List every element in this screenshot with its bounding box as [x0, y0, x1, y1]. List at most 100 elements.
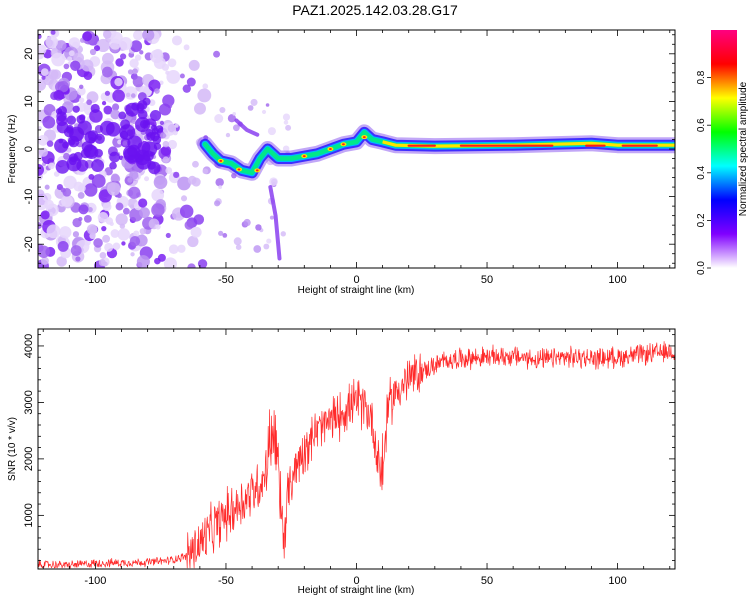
noise-blob: [60, 187, 66, 193]
noise-blob: [103, 105, 113, 115]
noise-blob: [235, 244, 242, 250]
snr-x-tick-label: 100: [608, 575, 626, 587]
noise-blob: [167, 58, 177, 68]
signal-hotspot-core: [362, 136, 366, 139]
noise-blob: [56, 121, 69, 134]
noise-blob: [265, 103, 270, 107]
noise-blob: [269, 215, 274, 220]
noise-blob: [45, 35, 58, 49]
signal-hotspot-core: [328, 148, 332, 150]
noise-blob: [233, 237, 242, 246]
noise-blob: [46, 140, 54, 147]
side-streak: [234, 118, 260, 137]
noise-blob: [213, 50, 221, 58]
noise-blob: [74, 123, 79, 128]
noise-blob: [77, 191, 85, 199]
noise-blob: [86, 99, 93, 106]
signal-hotspot-core: [219, 159, 223, 162]
noise-blob: [93, 238, 103, 248]
spectrogram-y-tick-label: 0: [23, 146, 35, 152]
snr-y-tick-label: 1000: [23, 503, 35, 527]
noise-blob: [38, 245, 50, 258]
noise-blob: [269, 177, 278, 187]
noise-blob: [55, 40, 67, 51]
noise-blob: [138, 198, 148, 208]
noise-blob: [38, 189, 45, 198]
noise-blob: [247, 105, 254, 111]
noise-blob: [225, 132, 231, 138]
noise-blob: [73, 52, 85, 64]
noise-blob: [118, 111, 127, 120]
noise-blob: [139, 119, 149, 129]
noise-blob: [83, 71, 93, 80]
noise-blob: [139, 207, 150, 219]
noise-blob: [57, 106, 67, 116]
noise-blob: [187, 235, 199, 248]
noise-blob: [136, 255, 150, 268]
noise-blob: [187, 263, 196, 268]
spectrogram-y-tick-label: -10: [23, 189, 35, 205]
noise-blob: [112, 89, 125, 103]
noise-blob: [163, 257, 178, 268]
noise-blob: [151, 188, 165, 202]
noise-blob: [174, 123, 179, 128]
noise-blob: [283, 120, 289, 125]
noise-blob: [78, 216, 83, 222]
noise-blob: [131, 119, 136, 125]
noise-blob: [197, 259, 208, 268]
noise-blob: [79, 84, 84, 90]
signal-hotspot-core: [255, 169, 259, 172]
spectrogram-x-tick-label: -50: [218, 274, 234, 286]
snr-series-line: [38, 341, 675, 569]
noise-blob: [101, 100, 107, 106]
noise-blob: [218, 185, 223, 189]
noise-blob: [102, 30, 112, 39]
noise-blob: [202, 83, 209, 90]
noise-blob: [115, 202, 124, 211]
noise-blob: [280, 231, 286, 237]
noise-blob: [40, 256, 49, 265]
noise-blob: [188, 59, 200, 71]
snr-panel: -100 -50 0 50 100 1000 2000 3000 4000 Height of …: [7, 328, 676, 596]
noise-blob: [232, 112, 237, 116]
noise-blob: [219, 106, 226, 114]
colorbar-tick-label: 0.2: [696, 213, 707, 227]
noise-blob: [42, 115, 56, 129]
noise-blob: [282, 145, 290, 152]
noise-blob: [109, 221, 114, 226]
noise-blob: [44, 199, 54, 210]
noise-blob: [76, 159, 89, 172]
colorbar-tick-label: 0.6: [696, 118, 707, 132]
noise-blob: [76, 86, 86, 96]
noise-blob: [142, 30, 155, 42]
snr-y-tick-label: 2000: [23, 447, 35, 471]
noise-blob: [107, 182, 121, 196]
colorbar-tick-label: 0.0: [696, 261, 707, 275]
colorbar-tick-label: 0.4: [696, 165, 707, 179]
noise-blob: [202, 168, 209, 175]
noise-blob: [167, 139, 177, 150]
noise-blob: [214, 200, 221, 207]
noise-blob: [99, 120, 115, 136]
noise-blob: [120, 53, 127, 60]
noise-blob: [70, 60, 81, 71]
noise-blob: [171, 35, 183, 46]
noise-blob: [129, 236, 141, 247]
noise-blob: [104, 242, 114, 252]
noise-blob: [56, 256, 67, 267]
snr-ticks: -100 -50 0 50 100 1000 2000 3000 4000: [23, 329, 675, 587]
noise-blob: [114, 77, 123, 87]
snr-plot-area: [38, 329, 675, 569]
spectrogram-x-tick-label: 0: [353, 274, 359, 286]
noise-blob: [153, 142, 162, 150]
noise-blob: [133, 230, 140, 237]
noise-blob: [129, 170, 139, 180]
noise-blob: [162, 156, 170, 163]
noise-blob: [44, 184, 50, 190]
noise-blob: [109, 151, 121, 163]
noise-blob: [134, 54, 142, 61]
noise-blob: [50, 30, 56, 35]
noise-blob: [68, 50, 75, 57]
noise-blob: [119, 37, 133, 51]
noise-blob: [66, 124, 74, 133]
